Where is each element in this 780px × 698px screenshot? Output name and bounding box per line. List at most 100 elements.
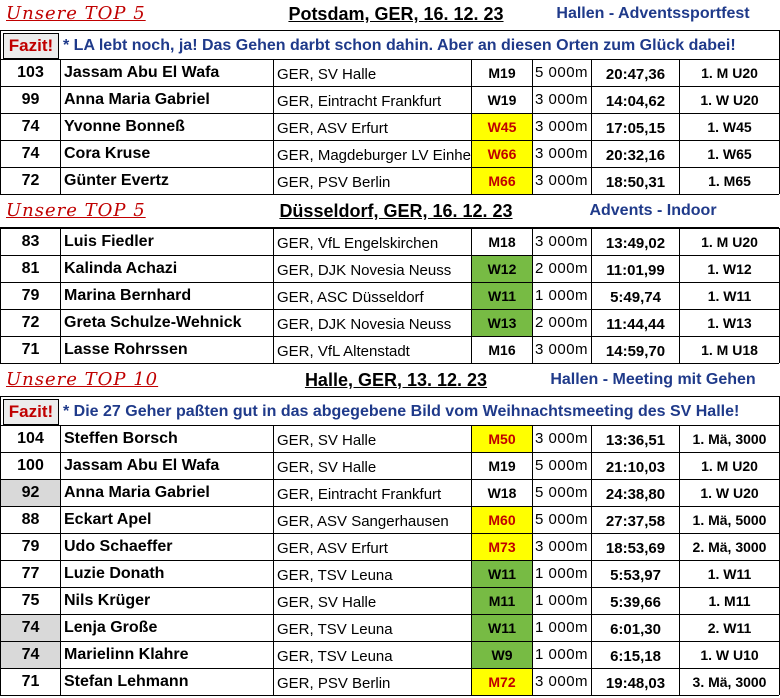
cell-time: 27:37,58 (605, 513, 666, 530)
cell-ak: M18 (488, 234, 516, 250)
grid-line (0, 194, 779, 195)
cell-points: 74 (21, 118, 40, 135)
cell-name: Marina Bernhard (64, 287, 192, 304)
meet-note: * LA lebt noch, ja! Das Gehen darbt scho… (63, 37, 736, 54)
meet-location: Potsdam, GER, 16. 12. 23 (288, 4, 504, 24)
cell-name: Steffen Borsch (64, 430, 178, 447)
cell-club: GER, Magdeburger LV Einheit (277, 147, 471, 164)
cell-points: 104 (17, 430, 44, 447)
cell-club: GER, TSV Leuna (277, 621, 393, 638)
cell-name: Nils Krüger (64, 592, 151, 609)
cell-distance: 1 000m (535, 619, 589, 636)
cell-club: GER, Eintracht Frankfurt (277, 486, 442, 503)
cell-ak: W12 (472, 256, 532, 282)
cell-placing: 1. M11 (708, 593, 751, 609)
cell-name: Lenja Große (64, 619, 158, 636)
cell-club: GER, VfL Altenstadt (277, 343, 410, 360)
cell-ak: W11 (472, 283, 532, 309)
fazit-badge: Fazit! (3, 399, 59, 425)
grid-line (679, 425, 680, 695)
cell-club: GER, SV Halle (277, 594, 377, 611)
grid-line (0, 560, 779, 561)
section-title: Unsere TOP 5 (6, 200, 146, 221)
cell-club: GER, TSV Leuna (277, 648, 393, 665)
cell-distance: 1 000m (535, 646, 589, 663)
cell-distance: 1 000m (535, 287, 589, 304)
cell-time: 19:48,03 (605, 675, 666, 692)
cell-time: 18:50,31 (605, 174, 666, 191)
cell-distance: 3 000m (535, 91, 589, 108)
cell-placing: 1. W13 (707, 315, 752, 331)
cell-distance: 3 000m (535, 118, 589, 135)
cell-points: 79 (21, 538, 40, 555)
cell-ak: W45 (472, 114, 532, 140)
cell-ak: W13 (472, 310, 532, 336)
cell-club: GER, SV Halle (277, 459, 377, 476)
cell-club: GER, ASC Düsseldorf (277, 289, 424, 306)
grid-line (0, 228, 1, 363)
cell-placing: 1. W11 (707, 288, 752, 304)
cell-time: 17:05,15 (605, 120, 666, 137)
cell-distance: 2 000m (535, 314, 589, 331)
cell-points: 99 (21, 91, 40, 108)
cell-club: GER, PSV Berlin (277, 174, 391, 191)
cell-points: 83 (21, 233, 40, 250)
grid-line (0, 167, 779, 168)
grid-line (0, 533, 779, 534)
fazit-badge: Fazit! (3, 33, 59, 59)
cell-ak: W66 (472, 141, 532, 167)
cell-name: Yvonne Bonneß (64, 118, 185, 135)
section-title: Unsere TOP 10 (6, 369, 159, 390)
cell-placing: 2. W11 (707, 620, 752, 636)
cell-time: 13:49,02 (605, 235, 666, 252)
grid-line (0, 282, 779, 283)
cell-name: Jassam Abu El Wafa (64, 457, 220, 474)
grid-line (0, 695, 779, 696)
cell-club: GER, ASV Erfurt (277, 540, 388, 557)
cell-distance: 5 000m (535, 484, 589, 501)
grid-line (0, 113, 779, 114)
cell-ak: M16 (488, 342, 516, 358)
cell-distance: 1 000m (535, 592, 589, 609)
cell-club: GER, Eintracht Frankfurt (277, 93, 442, 110)
cell-ak: W9 (472, 642, 532, 668)
grid-line (0, 587, 779, 588)
grid-line (0, 59, 1, 194)
section-title: Unsere TOP 5 (6, 3, 146, 24)
cell-club: GER, PSV Berlin (277, 675, 391, 692)
cell-distance: 3 000m (535, 233, 589, 250)
cell-time: 6:15,18 (610, 648, 661, 665)
grid-line (0, 336, 779, 337)
cell-name: Luis Fiedler (64, 233, 154, 250)
cell-ak: M73 (472, 534, 532, 560)
cell-placing: 1. M U20 (701, 65, 758, 81)
cell-name: Luzie Donath (64, 565, 165, 582)
meet-location: Halle, GER, 13. 12. 23 (304, 370, 488, 390)
cell-placing: 1. M U20 (701, 234, 758, 250)
cell-name: Kalinda Achazi (64, 260, 178, 277)
cell-time: 11:44,44 (606, 316, 665, 333)
grid-line (0, 668, 779, 669)
cell-name: Cora Kruse (64, 145, 151, 162)
grid-line (471, 228, 472, 363)
cell-points: 72 (21, 172, 40, 189)
grid-line (591, 425, 592, 695)
grid-line (0, 614, 779, 615)
cell-time: 5:53,97 (610, 567, 661, 584)
grid-line (0, 86, 779, 87)
cell-placing: 1. W12 (707, 261, 752, 277)
cell-points: 75 (21, 592, 40, 609)
meet-event: Advents - Indoor (589, 202, 717, 219)
grid-line (0, 140, 779, 141)
cell-points: 88 (21, 511, 40, 528)
cell-placing: 1. W U20 (700, 92, 759, 108)
cell-club: GER, DJK Novesia Neuss (277, 262, 452, 279)
cell-ak: M19 (488, 65, 516, 81)
cell-placing: 1. W U10 (700, 647, 759, 663)
grid-line (0, 227, 779, 228)
cell-time: 20:32,16 (605, 147, 666, 164)
cell-name: Anna Maria Gabriel (64, 484, 210, 501)
cell-points: 71 (21, 341, 40, 358)
grid-line (0, 30, 779, 31)
cell-distance: 5 000m (535, 511, 589, 528)
